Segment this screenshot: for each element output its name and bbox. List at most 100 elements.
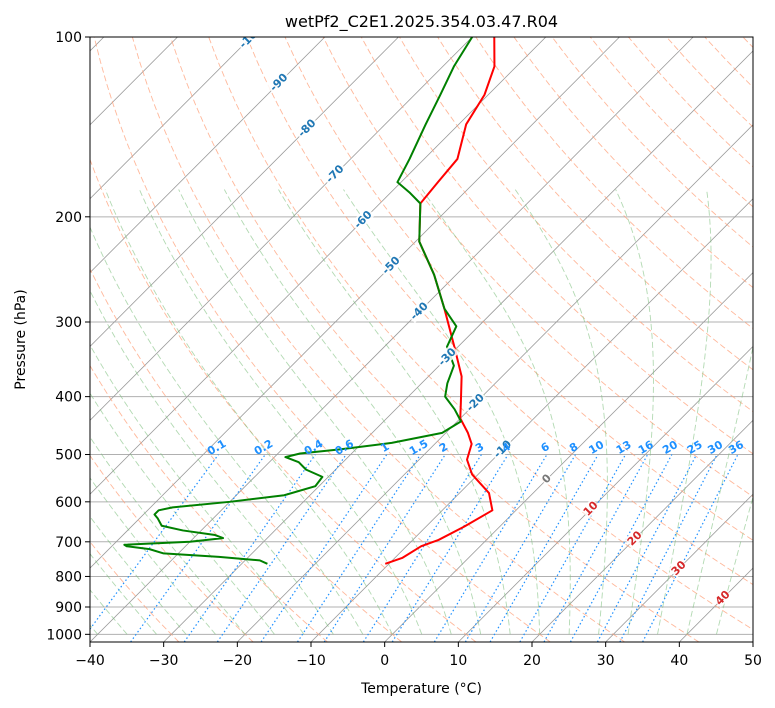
sounding-traces — [123, 37, 496, 565]
isotherm-label-bg — [668, 557, 689, 578]
dry-adiabat — [284, 37, 753, 541]
moist-adiabat — [90, 436, 246, 635]
dewpoint-trace — [123, 37, 474, 565]
isotherm-label-bg — [294, 115, 319, 141]
x-tick-label: −10 — [296, 653, 326, 669]
dry-adiabat — [90, 267, 403, 642]
mixing-ratio-line — [260, 454, 388, 642]
dry-adiabat — [90, 158, 477, 642]
isotherm-line — [237, 124, 753, 642]
moist-adiabat — [278, 189, 511, 635]
dry-adiabat — [93, 37, 551, 642]
mixing-ratio-line — [323, 454, 446, 642]
isotherm-line — [384, 271, 753, 642]
isotherm-line — [90, 37, 252, 200]
mixing-ratio-line — [489, 454, 599, 642]
x-axis-label: Temperature (°C) — [360, 681, 482, 697]
x-tick-label: 40 — [670, 653, 688, 669]
x-tick-label: −20 — [223, 653, 253, 669]
x-tick-label: 20 — [523, 653, 541, 669]
plot-frame — [89, 36, 754, 643]
mixing-ratio-line — [130, 454, 266, 642]
moist-adiabat — [90, 515, 187, 635]
isotherm-label-bg — [712, 587, 733, 608]
dry-adiabat — [246, 37, 753, 586]
isotherm-line — [90, 37, 326, 274]
isotherm-label-bg — [624, 528, 645, 548]
isotherm-label-bg — [322, 161, 347, 186]
moist-adiabat — [686, 344, 753, 635]
moist-adiabat — [343, 189, 541, 635]
moist-adiabat — [90, 226, 364, 635]
x-tick-label: 50 — [744, 653, 762, 669]
moist-adiabat — [90, 589, 128, 635]
moist-adiabat — [421, 189, 571, 635]
isotherm-label-bg — [235, 37, 266, 52]
moist-adiabat — [514, 189, 608, 635]
y-axis-label: Pressure (hPa) — [13, 289, 29, 389]
isotherm-line — [90, 37, 547, 495]
moist-adiabat — [104, 189, 393, 635]
y-tick-label: 1000 — [46, 627, 82, 643]
isotherm-label-bg — [350, 206, 376, 232]
mixing-ratio-line — [433, 454, 548, 642]
moist-adiabat — [90, 289, 334, 635]
dry-adiabat — [208, 37, 753, 631]
isotherm-label-bg — [406, 298, 432, 324]
chart-title: wetPf2_C2E1.2025.354.03.47.R04 — [285, 12, 558, 32]
moist-adiabat — [90, 344, 305, 635]
moist-adiabat — [90, 477, 216, 635]
mixing-ratio-line — [464, 454, 576, 642]
isotherm-label-bg — [489, 436, 515, 462]
x-axis-ticks: −40 −30 −20 −10 0 10 20 30 40 50 — [75, 642, 762, 669]
y-tick-label: 500 — [55, 448, 82, 464]
mixing-ratio-line — [296, 454, 421, 642]
isotherm-label-bg — [580, 498, 601, 519]
moist-adiabat — [178, 189, 452, 635]
y-axis-ticks: 100 200 300 400 500 600 700 800 900 1000 — [46, 30, 90, 643]
moist-adiabat — [90, 553, 157, 635]
isotherm-line — [90, 37, 473, 421]
dry-adiabat — [399, 37, 753, 413]
isotherm-label-bg — [266, 69, 291, 95]
y-tick-label: 100 — [55, 30, 82, 46]
y-tick-label: 300 — [55, 315, 82, 331]
isotherm-label-bg — [378, 252, 404, 278]
dry-adiabat — [90, 364, 328, 642]
y-tick-label: 900 — [55, 600, 82, 616]
mixing-ratio-line — [642, 454, 739, 642]
isotherm-line — [90, 37, 399, 348]
y-tick-label: 200 — [55, 210, 82, 226]
moist-adiabat — [90, 392, 275, 635]
x-tick-label: 10 — [449, 653, 467, 669]
dry-adiabat — [170, 37, 700, 642]
isotherm-label-bg — [434, 344, 460, 369]
mixing-ratio-line — [362, 454, 482, 642]
x-tick-label: −40 — [75, 653, 105, 669]
mixing-ratio-line — [391, 454, 509, 642]
dry-adiabat — [322, 37, 753, 498]
moist-adiabat — [223, 189, 482, 635]
isotherm-line — [310, 198, 753, 642]
temperature-trace — [384, 37, 496, 565]
moist-adiabat — [615, 189, 654, 635]
x-tick-label: 0 — [380, 653, 389, 669]
x-tick-label: −30 — [149, 653, 179, 669]
dry-adiabat — [513, 37, 753, 289]
isotherm-line — [163, 50, 753, 642]
x-tick-label: 30 — [597, 653, 615, 669]
y-tick-label: 400 — [55, 390, 82, 406]
dry-adiabat — [360, 37, 753, 455]
dry-adiabat — [90, 454, 254, 642]
isotherm-label-bg — [462, 389, 488, 415]
isotherm-label-bg — [538, 471, 554, 486]
dry-adiabat — [90, 541, 180, 642]
isotherm-line — [458, 345, 753, 642]
moist-adiabat — [139, 189, 423, 635]
isotherm-line — [90, 37, 620, 569]
dry-adiabat — [475, 37, 753, 330]
moist-adiabat — [657, 189, 712, 635]
isotherm-line — [605, 493, 753, 642]
